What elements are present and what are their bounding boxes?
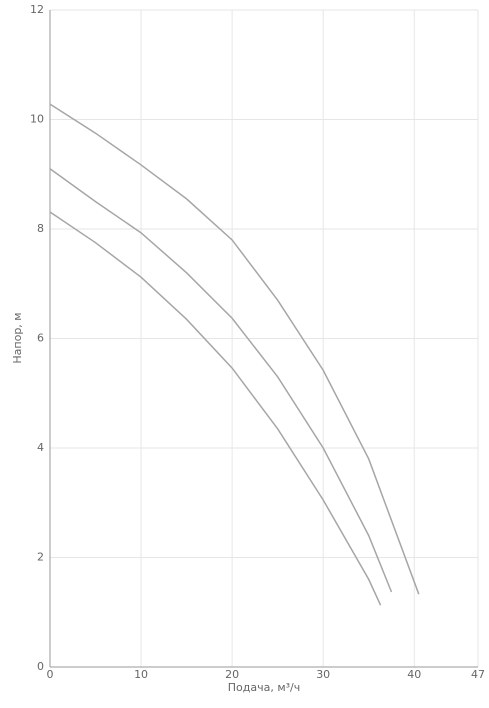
- y-tick-label: 12: [30, 3, 44, 16]
- y-axis-label: Напор, м: [11, 312, 24, 363]
- x-axis-label: Подача, м³/ч: [228, 681, 301, 694]
- y-tick-label: 2: [37, 551, 44, 564]
- x-tick-label: 20: [225, 668, 239, 681]
- y-tick-label: 6: [37, 332, 44, 345]
- curve: [49, 168, 393, 593]
- y-tick-label: 0: [37, 660, 44, 673]
- x-tick-label: 0: [47, 668, 54, 681]
- y-tick-label: 8: [37, 222, 44, 235]
- x-tick-label: 47: [471, 668, 485, 681]
- x-tick-label: 40: [407, 668, 421, 681]
- x-tick-label: 10: [134, 668, 148, 681]
- curve: [49, 103, 420, 595]
- x-tick-label: 30: [316, 668, 330, 681]
- y-tick-label: 4: [37, 441, 44, 454]
- curve: [49, 211, 382, 606]
- y-tick-label: 10: [30, 113, 44, 126]
